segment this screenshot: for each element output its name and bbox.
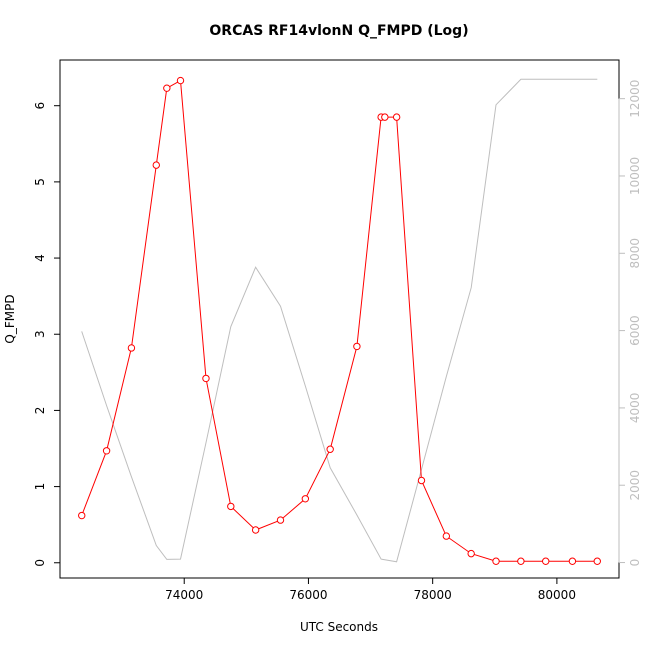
y-tick-label: 2 bbox=[33, 407, 47, 415]
x-tick-label: 78000 bbox=[414, 588, 452, 602]
y-tick-label: 1 bbox=[33, 483, 47, 491]
data-point bbox=[276, 516, 285, 524]
series-layer bbox=[78, 76, 601, 565]
data-point bbox=[353, 342, 361, 351]
y-tick-label: 0 bbox=[33, 559, 47, 567]
data-point bbox=[326, 445, 334, 453]
y-right-tick-label: 12000 bbox=[628, 80, 642, 118]
y-tick-label: 4 bbox=[33, 254, 47, 262]
data-point bbox=[78, 511, 86, 520]
data-point bbox=[202, 374, 210, 383]
y-axis-left: 0 1 2 3 4 5 6 bbox=[33, 102, 61, 567]
y-tick-label: 6 bbox=[33, 102, 47, 110]
data-point bbox=[152, 161, 160, 169]
data-point bbox=[163, 84, 171, 92]
data-point bbox=[381, 113, 389, 121]
y-right-tick-label: 0 bbox=[628, 559, 642, 567]
x-tick-label: 80000 bbox=[538, 588, 576, 602]
data-point bbox=[176, 76, 185, 85]
y-right-tick-label: 4000 bbox=[628, 393, 642, 424]
data-point bbox=[542, 557, 550, 565]
x-axis-label: UTC Seconds bbox=[300, 620, 378, 634]
data-point bbox=[392, 113, 401, 121]
series-line-left bbox=[81, 79, 598, 562]
data-point bbox=[301, 495, 310, 503]
y-tick-label: 5 bbox=[33, 178, 47, 186]
data-point bbox=[492, 557, 500, 565]
y-right-tick-label: 6000 bbox=[628, 315, 642, 346]
series-line-right bbox=[81, 78, 598, 563]
data-point bbox=[568, 557, 577, 565]
plot-frame bbox=[59, 59, 620, 579]
data-point bbox=[517, 557, 525, 565]
chart-title: ORCAS RF14vlonN Q_FMPD (Log) bbox=[209, 23, 468, 39]
data-point bbox=[102, 447, 111, 455]
y-right-tick-label: 10000 bbox=[628, 157, 642, 195]
data-point bbox=[127, 344, 136, 352]
data-point bbox=[251, 526, 260, 534]
y-tick-label: 3 bbox=[33, 330, 47, 338]
x-axis: 74000 76000 78000 80000 bbox=[165, 577, 576, 602]
y-right-tick-label: 8000 bbox=[628, 238, 642, 269]
data-point bbox=[593, 557, 601, 565]
data-point bbox=[442, 532, 451, 540]
data-point bbox=[467, 549, 475, 558]
y-axis-right: 0 2000 4000 6000 8000 10000 12000 bbox=[618, 80, 642, 567]
y-right-tick-label: 2000 bbox=[628, 470, 642, 501]
data-point bbox=[227, 502, 235, 511]
y-axis-label: Q_FMPD bbox=[3, 294, 17, 343]
x-tick-label: 74000 bbox=[165, 588, 203, 602]
x-tick-label: 76000 bbox=[289, 588, 327, 602]
data-point bbox=[417, 476, 426, 485]
